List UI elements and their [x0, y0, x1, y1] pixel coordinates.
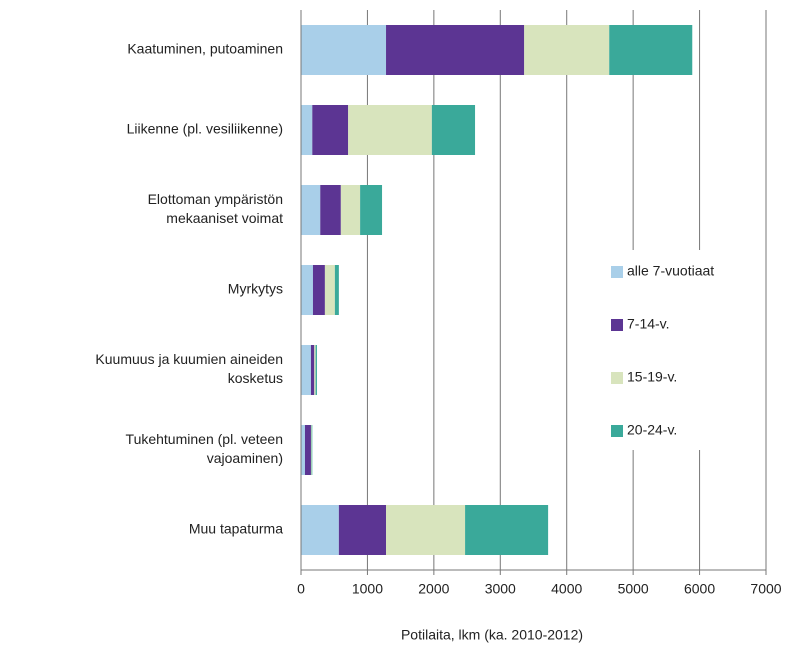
y-tick-label: Tukehtuminen (pl. veteen: [126, 431, 283, 447]
legend-swatch: [611, 425, 623, 437]
legend-box: [600, 250, 760, 450]
y-tick-label: kosketus: [228, 370, 283, 386]
bar-segment: [310, 425, 312, 475]
bar-segment: [301, 105, 313, 155]
y-tick-label: mekaaniset voimat: [166, 210, 283, 226]
x-axis-label: Potilaita, lkm (ka. 2010-2012): [401, 627, 583, 643]
y-tick-label: Liikenne (pl. vesiliikenne): [127, 121, 283, 137]
y-tick-label: Kaatuminen, putoaminen: [127, 41, 283, 57]
y-tick-label: Muu tapaturma: [189, 521, 283, 537]
y-tick-label: Myrkytys: [228, 281, 283, 297]
bar-segment: [314, 345, 316, 395]
bar-segment: [310, 345, 315, 395]
legend-label: 7-14-v.: [627, 316, 670, 332]
y-tick-label: vajoaminen): [207, 450, 283, 466]
legend-swatch: [611, 266, 623, 278]
bar-segment: [360, 185, 383, 235]
bar-segment: [609, 25, 693, 75]
bar-segment: [301, 185, 321, 235]
x-tick-label: 4000: [551, 581, 582, 597]
bar-segment: [301, 505, 339, 555]
x-tick-label: 7000: [750, 581, 781, 597]
y-tick-label: Kuumuus ja kuumien aineiden: [95, 351, 283, 367]
legend-label: 15-19-v.: [627, 369, 677, 385]
x-tick-label: 0: [297, 581, 305, 597]
x-tick-label: 6000: [684, 581, 715, 597]
bar-segment: [386, 25, 525, 75]
bar-segment: [320, 185, 341, 235]
bar-segment: [340, 185, 361, 235]
bar-segment: [324, 265, 335, 315]
legend-label: 20-24-v.: [627, 422, 677, 438]
bar-segment: [431, 105, 476, 155]
bar-segment: [312, 265, 325, 315]
legend-swatch: [611, 372, 623, 384]
bar-segment: [338, 505, 387, 555]
x-tick-label: 5000: [618, 581, 649, 597]
bar-segment: [301, 345, 311, 395]
bar-segment: [465, 505, 549, 555]
bar-segment: [304, 425, 311, 475]
x-tick-label: 3000: [485, 581, 516, 597]
y-tick-label: Elottoman ympäristön: [148, 191, 283, 207]
x-tick-label: 1000: [352, 581, 383, 597]
bar-segment: [311, 425, 313, 475]
bar-segment: [334, 265, 339, 315]
bar-segment: [301, 425, 305, 475]
legend-label: alle 7-vuotiaat: [627, 263, 714, 279]
legend-swatch: [611, 319, 623, 331]
bar-segment: [312, 105, 349, 155]
bar-segment: [301, 265, 313, 315]
bar-segment: [386, 505, 466, 555]
bar-segment: [315, 345, 317, 395]
bar-segment: [348, 105, 432, 155]
bar-segment: [524, 25, 610, 75]
bar-segment: [301, 25, 387, 75]
x-tick-label: 2000: [418, 581, 449, 597]
